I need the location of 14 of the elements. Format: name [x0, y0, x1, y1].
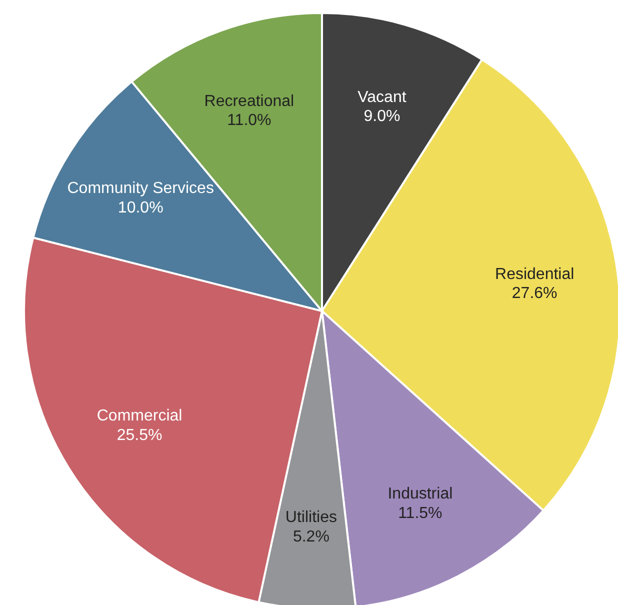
slice-label: Commercial [96, 408, 182, 425]
data-label: 5.2% [292, 528, 330, 546]
data-label: 10.0% [118, 199, 164, 216]
data-label: 11.0% [227, 112, 272, 130]
data-label: 25.5% [116, 426, 162, 444]
slice-label: Vacant [358, 88, 407, 106]
data-label: 11.5% [398, 504, 442, 522]
slice-label: Industrial [388, 486, 453, 503]
slice-label: Residential [495, 266, 574, 283]
data-label: 27.6% [512, 285, 558, 302]
slice-label: Utilities [285, 509, 337, 526]
data-label: 9.0% [364, 108, 400, 125]
slice-label: Recreational [204, 92, 294, 110]
slice-label: Community Services [67, 180, 214, 198]
